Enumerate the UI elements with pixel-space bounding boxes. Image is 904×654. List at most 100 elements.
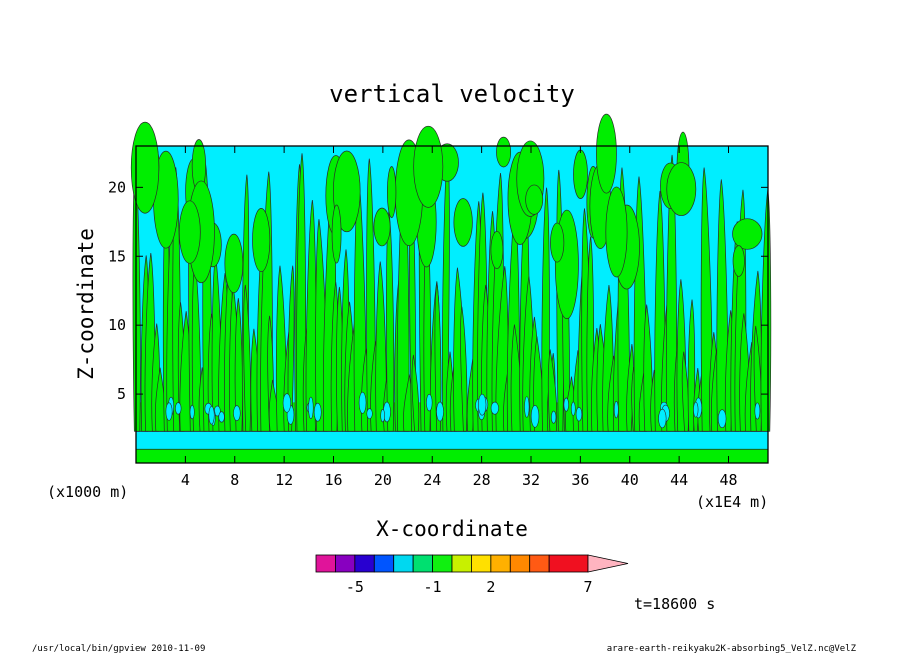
y-axis: 5 10 15 20 xyxy=(108,178,768,403)
surface-updraft-band xyxy=(136,449,768,463)
y-unit-label: (x1000 m) xyxy=(47,483,128,501)
upper-updraft-patch xyxy=(252,208,271,273)
upper-updraft-patch xyxy=(666,162,697,216)
downdraft-cell xyxy=(563,397,569,412)
colorbar-label: -5 xyxy=(346,578,364,596)
upper-updraft-patch xyxy=(224,233,244,294)
colorbar-label: -1 xyxy=(424,578,442,596)
upper-updraft-patch xyxy=(573,149,588,199)
colorbar-swatch xyxy=(509,554,531,573)
upper-updraft-patch xyxy=(732,245,745,277)
downdraft-cell xyxy=(165,402,173,421)
downdraft-cell xyxy=(575,407,583,422)
downdraft-cell xyxy=(308,396,314,420)
x-tick-label: 20 xyxy=(374,471,392,489)
upper-updraft-patch xyxy=(453,198,473,247)
colorbar-swatch xyxy=(393,554,414,573)
x-tick-label: 32 xyxy=(522,471,540,489)
downdraft-cell xyxy=(754,402,761,420)
updraft-plume xyxy=(547,349,558,432)
x-tick-label: 8 xyxy=(230,471,239,489)
upper-updraft-patch xyxy=(605,186,628,278)
x-tick-label: 28 xyxy=(473,471,491,489)
upper-updraft-patch xyxy=(178,200,201,264)
updraft-plume xyxy=(665,154,677,432)
x-tick-label: 16 xyxy=(324,471,342,489)
x-unit-label: (x1E4 m) xyxy=(696,493,768,511)
downdraft-cell xyxy=(426,393,433,412)
upper-updraft-patch xyxy=(373,207,391,247)
x-tick-label: 40 xyxy=(621,471,639,489)
footer-left: /usr/local/bin/gpview 2010-11-09 xyxy=(32,644,205,654)
x-tick-label: 44 xyxy=(670,471,688,489)
updraft-plume xyxy=(434,282,442,432)
downdraft-cell xyxy=(550,410,557,424)
updraft-plume xyxy=(287,265,295,432)
upper-updraft-patch xyxy=(130,121,160,214)
colorbar: -5 -1 2 7 xyxy=(315,554,629,596)
downdraft-cell xyxy=(380,409,385,423)
x-axis: 4 8 12 16 20 24 28 32 36 40 44 48 xyxy=(181,146,738,489)
downdraft-cell xyxy=(218,411,225,423)
updraft-plume xyxy=(700,167,713,432)
downdraft-cell xyxy=(658,408,667,429)
x-tick-label: 24 xyxy=(423,471,441,489)
upper-updraft-patch xyxy=(550,222,565,263)
downdraft-cell xyxy=(490,401,499,415)
downdraft-cell xyxy=(436,401,444,422)
downdraft-cell xyxy=(189,404,195,420)
downdraft-cell xyxy=(693,401,699,418)
upper-updraft-patch xyxy=(525,184,544,215)
downdraft-cell xyxy=(313,402,322,422)
upper-updraft-patch xyxy=(496,136,512,168)
upper-updraft-patch xyxy=(490,230,504,270)
upper-updraft-patch xyxy=(596,113,617,194)
colorbar-swatch xyxy=(548,554,589,573)
updraft-plume xyxy=(411,354,420,432)
footer-right: arare-earth-reikyaku2K-absorbing5_VelZ.n… xyxy=(607,644,857,654)
downdraft-cell xyxy=(524,396,530,418)
velocity-field xyxy=(130,113,772,463)
downdraft-cell xyxy=(717,409,727,429)
colorbar-swatch xyxy=(451,554,472,573)
downdraft-cell xyxy=(358,391,367,414)
chart-title: vertical velocity xyxy=(329,80,575,108)
updraft-plume xyxy=(460,306,468,432)
colorbar-swatch xyxy=(354,554,375,573)
colorbar-swatch xyxy=(335,554,356,573)
colorbar-swatch xyxy=(432,554,453,573)
y-axis-label: Z-coordinate xyxy=(74,228,98,380)
colorbar-swatch xyxy=(315,554,336,573)
x-tick-label: 4 xyxy=(181,471,190,489)
x-tick-label: 36 xyxy=(571,471,589,489)
time-annotation: t=18600 s xyxy=(634,595,715,613)
colorbar-swatch xyxy=(490,554,511,573)
downdraft-cell xyxy=(366,408,373,420)
x-tick-label: 48 xyxy=(719,471,737,489)
colorbar-swatch xyxy=(373,554,395,573)
x-tick-label: 12 xyxy=(275,471,293,489)
y-tick-label: 10 xyxy=(108,316,126,334)
colorbar-extension-arrow xyxy=(587,554,629,573)
plot-frame xyxy=(135,145,769,464)
y-tick-label: 20 xyxy=(108,178,126,196)
y-tick-label: 15 xyxy=(108,247,126,265)
plot-area xyxy=(130,113,772,464)
downdraft-cell xyxy=(175,402,182,415)
x-axis-label: X-coordinate xyxy=(376,517,528,541)
downdraft-cell xyxy=(233,405,241,422)
upper-updraft-patch xyxy=(331,204,342,264)
updraft-plume xyxy=(541,187,550,432)
upper-updraft-patch xyxy=(332,150,361,233)
colorbar-swatch xyxy=(529,554,550,573)
downdraft-cell xyxy=(613,401,619,419)
downdraft-cell xyxy=(530,405,540,428)
colorbar-label: 2 xyxy=(486,578,495,596)
upper-updraft-patch xyxy=(413,125,444,208)
y-tick-label: 5 xyxy=(117,385,126,403)
upper-updraft-patch xyxy=(387,166,397,219)
downdraft-cell xyxy=(570,401,576,416)
downdraft-cell xyxy=(282,393,292,413)
colorbar-label: 7 xyxy=(583,578,592,596)
